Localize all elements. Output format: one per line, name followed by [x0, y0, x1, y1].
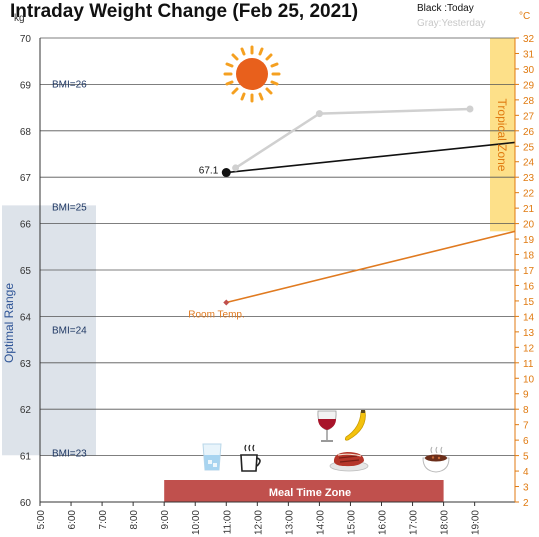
tropical-zone [490, 38, 515, 232]
x-tick-label: 12:00 [253, 510, 264, 535]
x-tick-label: 16:00 [378, 510, 389, 535]
right-tick-label: 15 [523, 297, 535, 308]
bmi-layer: BMI=26 BMI=25 BMI=24 BMI=23 [52, 79, 87, 459]
meal-time-zone [164, 480, 444, 502]
coffee-cup-icon [240, 444, 261, 472]
today-series-line [226, 141, 516, 174]
right-tick-label: 10 [523, 374, 535, 385]
steak-icon [329, 452, 369, 472]
bmi-label: BMI=25 [52, 202, 87, 213]
x-tick-label: 14:00 [315, 510, 326, 535]
grid-layer [40, 37, 515, 457]
bmi-label: BMI=26 [52, 79, 87, 90]
legend-today: Black :Today [417, 3, 474, 14]
right-tick-label: 5 [523, 452, 529, 463]
right-tick-label: 21 [523, 204, 535, 215]
y-tick-label: 63 [20, 359, 32, 370]
y-tick-label: 60 [20, 498, 32, 509]
yesterday-point [315, 110, 323, 118]
x-tick-label: 10:00 [191, 510, 202, 535]
right-tick-label: 30 [523, 65, 535, 76]
legend-yesterday: Gray:Yesterday [417, 18, 486, 29]
meal-zone-label: Meal Time Zone [269, 487, 351, 499]
right-tick-label: 16 [523, 281, 535, 292]
right-tick-label: 24 [523, 158, 535, 169]
right-tick-label: 12 [523, 343, 535, 354]
right-tick-label: 25 [523, 142, 535, 153]
yesterday-point [232, 164, 240, 172]
right-tick-label: 6 [523, 436, 529, 447]
right-tick-label: 11 [523, 359, 534, 370]
room-temp-series-line [226, 230, 516, 304]
y-tick-label: 65 [20, 266, 32, 277]
x-tick-label: 11:00 [222, 510, 233, 535]
right-tick-label: 3 [523, 483, 529, 494]
right-axis-unit: °C [519, 11, 530, 22]
room-temp-start-point [223, 299, 230, 306]
sun-icon [223, 45, 281, 103]
right-tick-label: 18 [523, 251, 535, 262]
x-tick-label: 18:00 [440, 510, 451, 535]
banana-icon [344, 410, 366, 441]
right-tick-label: 22 [523, 189, 535, 200]
x-tick-label: 9:00 [160, 510, 171, 530]
x-tick-label: 8:00 [129, 510, 140, 530]
x-tick-label: 19:00 [471, 510, 482, 535]
y-tick-label: 69 [20, 80, 32, 91]
zones-layer [2, 38, 515, 502]
room-temp-label: Room Temp. [188, 309, 245, 320]
y-tick-label: 62 [20, 405, 32, 416]
wine-glass-icon [317, 410, 337, 442]
right-tick-label: 28 [523, 96, 535, 107]
bmi-label: BMI=23 [52, 448, 87, 459]
right-tick-label: 4 [523, 467, 529, 478]
chart-title: Intraday Weight Change (Feb 25, 2021) [10, 1, 358, 22]
right-tick-label: 31 [523, 49, 535, 60]
x-tick-label: 6:00 [67, 510, 78, 530]
right-tick-label: 19 [523, 235, 535, 246]
x-tick-label: 17:00 [409, 510, 420, 535]
right-tick-label: 20 [523, 220, 535, 231]
axis-layer: 6061626364656667686970234567891011121314… [20, 34, 535, 535]
tropical-zone-label: Tropical Zone [495, 99, 509, 172]
y-tick-label: 61 [20, 452, 32, 463]
y-tick-label: 68 [20, 127, 32, 138]
right-tick-label: 26 [523, 127, 535, 138]
y-tick-label: 70 [20, 34, 32, 45]
optimal-range-label: Optimal Range [2, 283, 16, 363]
x-tick-label: 5:00 [36, 510, 47, 530]
right-tick-label: 2 [523, 498, 529, 509]
water-glass-icon [202, 443, 222, 471]
soup-bowl-icon [422, 446, 450, 473]
right-tick-label: 27 [523, 111, 535, 122]
bmi-label: BMI=24 [52, 325, 87, 336]
right-tick-label: 8 [523, 405, 529, 416]
right-tick-label: 14 [523, 312, 535, 323]
right-tick-label: 29 [523, 80, 535, 91]
series-layer: 67.1 Room Temp. [188, 105, 516, 320]
x-tick-label: 13:00 [284, 510, 295, 535]
today-start-point [221, 168, 231, 178]
y-tick-label: 64 [20, 312, 32, 323]
left-axis-unit: kg [14, 13, 25, 24]
right-tick-label: 32 [523, 34, 535, 45]
x-tick-label: 15:00 [346, 510, 357, 535]
today-start-label: 67.1 [199, 166, 219, 177]
y-tick-label: 67 [20, 173, 32, 184]
right-tick-label: 9 [523, 390, 529, 401]
optimal-range-zone [2, 205, 96, 456]
y-tick-label: 66 [20, 220, 32, 231]
x-tick-label: 7:00 [98, 510, 109, 530]
right-tick-label: 13 [523, 328, 535, 339]
yesterday-point [466, 105, 474, 113]
right-tick-label: 17 [523, 266, 535, 277]
right-tick-label: 7 [523, 421, 529, 432]
right-tick-label: 23 [523, 173, 535, 184]
